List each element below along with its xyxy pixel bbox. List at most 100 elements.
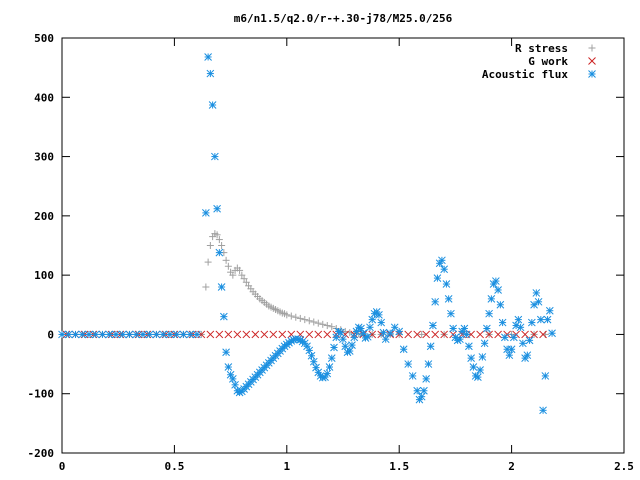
data-point xyxy=(215,330,224,339)
data-point xyxy=(523,351,532,360)
x-tick-label: 1 xyxy=(283,460,290,473)
data-point xyxy=(213,231,221,239)
data-point xyxy=(328,323,336,331)
data-point xyxy=(408,372,417,380)
data-point xyxy=(202,209,210,217)
data-point xyxy=(269,330,278,339)
data-point xyxy=(426,342,435,351)
data-point xyxy=(518,339,527,348)
data-point xyxy=(424,360,433,368)
data-point xyxy=(375,311,383,319)
data-point xyxy=(534,297,543,306)
data-point xyxy=(527,318,536,327)
data-point xyxy=(211,152,219,161)
series-r-stress xyxy=(62,230,549,338)
data-point xyxy=(545,306,554,315)
data-point xyxy=(494,330,502,339)
data-point xyxy=(444,295,453,303)
data-point xyxy=(132,330,141,339)
data-point xyxy=(442,280,451,288)
data-point xyxy=(323,330,332,339)
data-point xyxy=(505,351,514,360)
data-point xyxy=(345,347,354,355)
data-point xyxy=(319,320,327,328)
data-point xyxy=(310,318,318,326)
data-point xyxy=(242,330,251,339)
data-point xyxy=(309,357,318,366)
data-point xyxy=(366,323,374,332)
data-point xyxy=(206,242,214,249)
data-point xyxy=(447,309,455,318)
data-point xyxy=(179,330,188,339)
data-point xyxy=(525,336,534,345)
legend-marker xyxy=(588,57,596,65)
data-point xyxy=(433,274,442,282)
data-point xyxy=(206,330,215,339)
data-point xyxy=(222,348,230,357)
data-point xyxy=(462,330,471,339)
data-point xyxy=(58,330,66,339)
data-point xyxy=(476,330,484,339)
data-point xyxy=(139,330,147,339)
data-point xyxy=(218,242,226,249)
data-point xyxy=(539,330,547,339)
y-tick-label: -100 xyxy=(28,388,55,401)
data-point xyxy=(395,327,404,336)
data-point xyxy=(460,324,469,333)
data-point xyxy=(431,330,440,339)
data-point xyxy=(413,330,422,339)
data-point xyxy=(251,330,260,339)
data-point xyxy=(487,295,496,303)
data-point xyxy=(521,330,529,339)
data-point xyxy=(202,283,210,291)
data-point xyxy=(231,380,239,389)
data-point xyxy=(386,329,395,338)
data-point xyxy=(85,330,93,339)
data-point xyxy=(222,256,230,264)
data-point xyxy=(224,363,233,371)
data-point xyxy=(530,330,538,339)
legend-label: G work xyxy=(528,55,568,68)
data-point xyxy=(480,339,489,348)
data-point xyxy=(204,258,212,266)
data-point xyxy=(229,271,237,279)
data-point xyxy=(404,360,413,368)
data-point xyxy=(305,317,313,325)
data-point xyxy=(483,324,491,333)
data-point xyxy=(98,330,107,339)
legend-label: Acoustic flux xyxy=(482,68,568,81)
data-point xyxy=(456,335,464,344)
data-point xyxy=(71,330,80,339)
data-point xyxy=(217,283,226,291)
data-point xyxy=(208,101,217,109)
data-point xyxy=(429,321,437,330)
data-point xyxy=(507,345,516,354)
data-point xyxy=(422,375,431,383)
data-point xyxy=(348,341,356,349)
series-acoustic-flux xyxy=(58,53,556,415)
data-point xyxy=(485,330,493,339)
data-point xyxy=(215,248,224,257)
data-point xyxy=(467,354,475,362)
data-point xyxy=(224,330,233,339)
data-point xyxy=(323,322,331,330)
data-point xyxy=(469,363,478,371)
data-point xyxy=(420,386,428,395)
x-tick-label: 0 xyxy=(59,460,66,473)
y-tick-label: 200 xyxy=(34,210,54,223)
data-point xyxy=(152,330,161,339)
data-point xyxy=(305,346,314,355)
chart-title: m6/n1.5/q2.0/r-+.30-j78/M25.0/256 xyxy=(234,12,453,25)
data-point xyxy=(494,286,502,294)
legend-marker xyxy=(588,44,596,52)
data-point xyxy=(496,300,505,309)
axes: -200 -100 0 100 200 300 400 500 0 0.5 1 1.5 2 2.5 xyxy=(28,32,634,473)
data-point xyxy=(145,330,154,339)
x-tick-label: 0.5 xyxy=(164,460,184,473)
data-point xyxy=(260,330,269,339)
data-point xyxy=(422,330,431,339)
data-point xyxy=(543,315,552,324)
data-point xyxy=(399,345,408,354)
